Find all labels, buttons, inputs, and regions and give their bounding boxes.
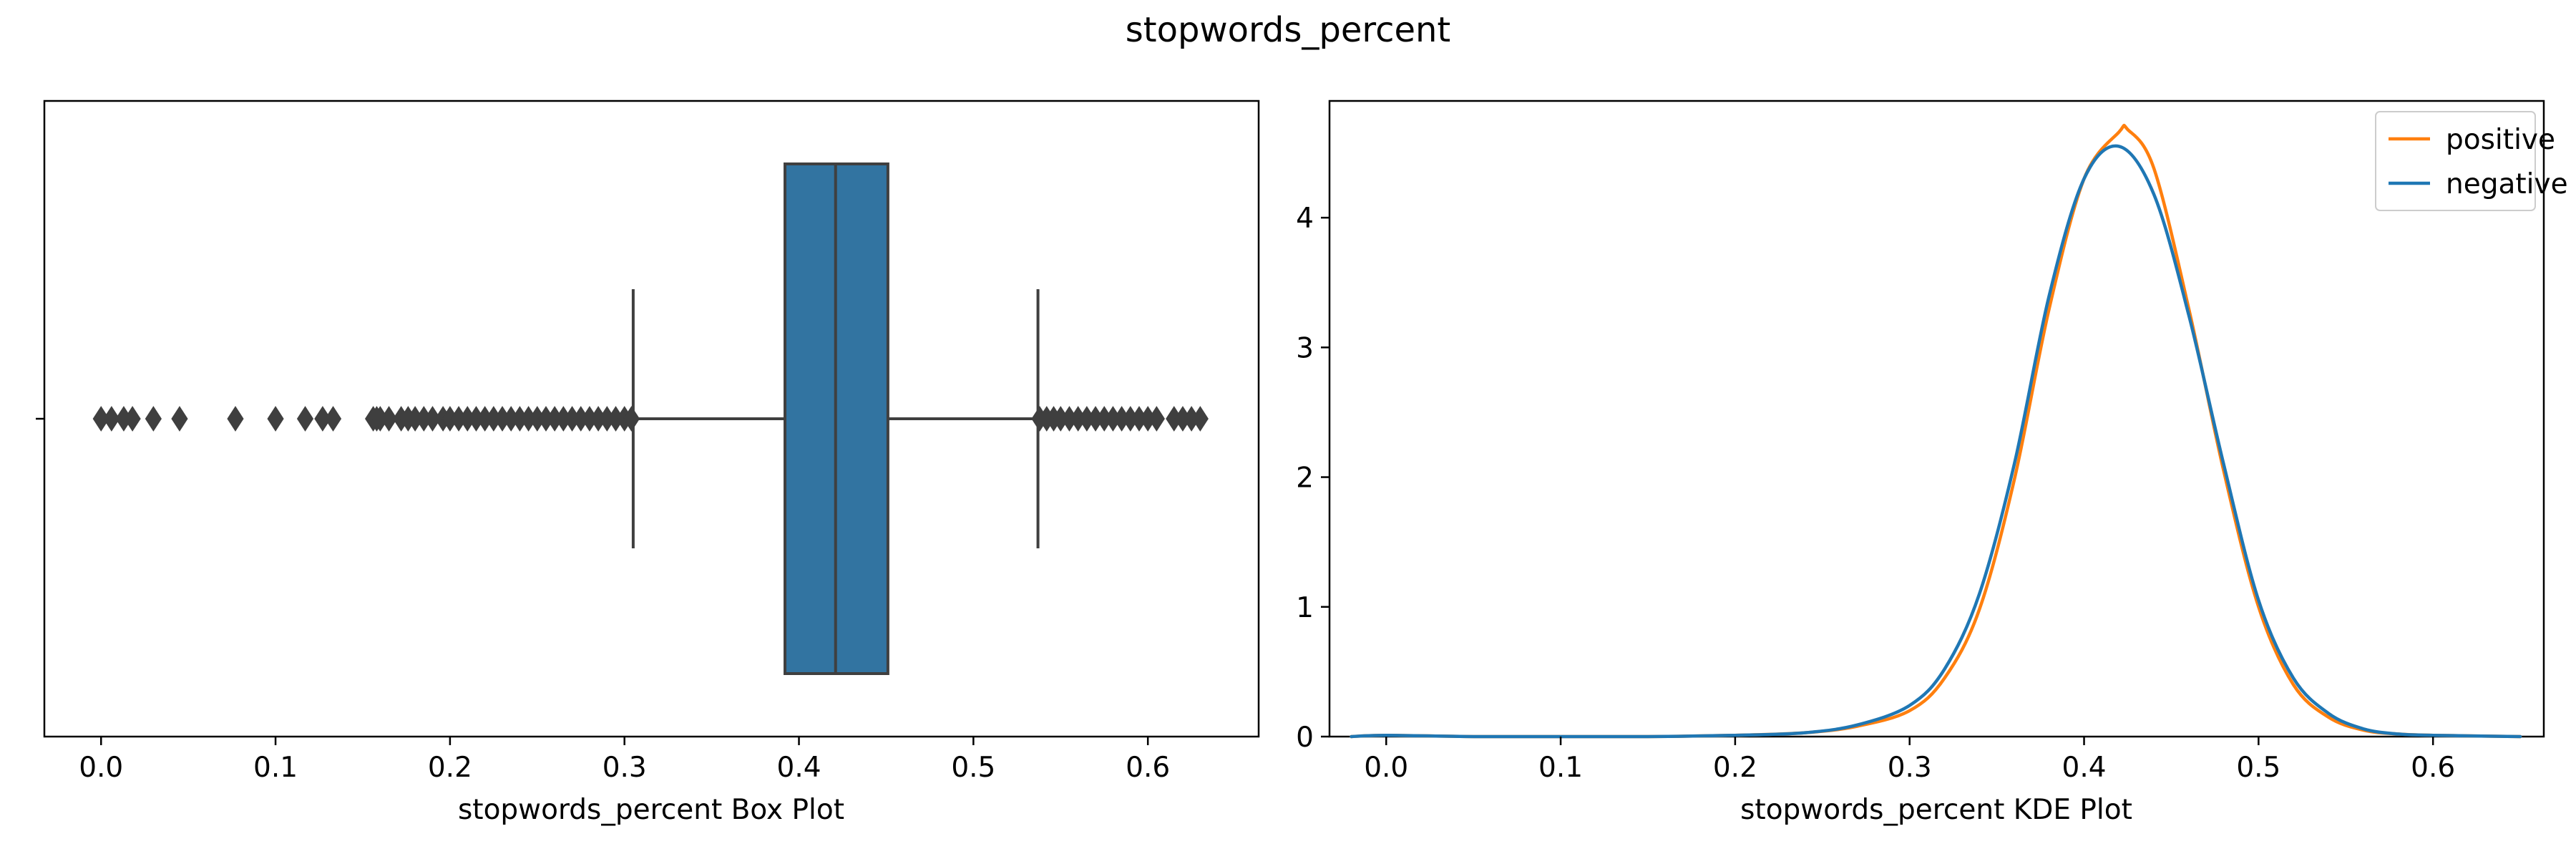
kde-x-tick-label: 0.0 xyxy=(1364,752,1408,784)
box-x-tick-label: 0.4 xyxy=(777,752,821,784)
kde-line-positive xyxy=(1350,123,2522,739)
box-x-tick-label: 0.6 xyxy=(1126,752,1170,784)
figure-title: stopwords_percent xyxy=(1126,10,1451,50)
box-plot-x-axis: 0.0 0.1 0.2 0.3 0.4 0.5 0.6 xyxy=(79,737,1170,784)
box-outlier-point xyxy=(1148,406,1165,432)
kde-x-tick-label: 0.3 xyxy=(1888,752,1932,784)
kde-plot-y-axis: 0 1 2 3 4 xyxy=(1296,203,1330,754)
box-outlier-point xyxy=(103,406,120,432)
box-outlier-point xyxy=(267,406,284,432)
legend-label-positive: positive xyxy=(2446,124,2555,156)
kde-y-tick-label: 3 xyxy=(1296,332,1314,364)
box-outlier-point xyxy=(296,406,314,432)
legend-label-negative: negative xyxy=(2446,168,2568,200)
kde-legend: positive negative xyxy=(2375,111,2568,211)
kde-y-tick-label: 2 xyxy=(1296,462,1314,495)
box-outlier-point xyxy=(324,406,342,432)
box-outlier-point xyxy=(227,406,244,432)
box-plot-panel: 0.0 0.1 0.2 0.3 0.4 0.5 0.6 stopwords_percent … xyxy=(36,100,1260,826)
box-plot-marks xyxy=(36,162,1209,675)
kde-x-tick-label: 0.4 xyxy=(2062,752,2107,784)
kde-x-tick-label: 0.2 xyxy=(1713,752,1757,784)
kde-plot-x-axis: 0.0 0.1 0.2 0.3 0.4 0.5 0.6 xyxy=(1364,737,2455,784)
legend-box xyxy=(2375,111,2536,211)
box-plot-x-label: stopwords_percent Box Plot xyxy=(458,794,844,826)
kde-plot-lines xyxy=(1350,123,2522,739)
box-x-tick-label: 0.0 xyxy=(79,752,123,784)
kde-x-tick-label: 0.6 xyxy=(2411,752,2455,784)
kde-y-tick-label: 0 xyxy=(1296,722,1314,754)
box-outlier-point xyxy=(124,406,141,432)
kde-y-tick-label: 4 xyxy=(1296,203,1314,235)
box-outlier-point xyxy=(623,406,640,432)
box-x-tick-label: 0.2 xyxy=(428,752,472,784)
kde-plot-frame xyxy=(1328,100,2545,738)
box-outlier-point xyxy=(145,406,162,432)
box-outlier-point xyxy=(171,406,188,432)
kde-line-negative xyxy=(1350,144,2522,739)
kde-x-tick-label: 0.5 xyxy=(2236,752,2280,784)
kde-plot-x-label: stopwords_percent KDE Plot xyxy=(1740,794,2132,826)
box-x-tick-label: 0.3 xyxy=(602,752,647,784)
box-x-tick-label: 0.5 xyxy=(951,752,995,784)
kde-plot-panel: 0.0 0.1 0.2 0.3 0.4 0.5 0.6 0 1 2 3 4 stopwords_pe… xyxy=(1296,100,2568,826)
kde-x-tick-label: 0.1 xyxy=(1538,752,1583,784)
kde-y-tick-label: 1 xyxy=(1296,592,1314,624)
box-outlier-point xyxy=(380,406,398,432)
box-outlier-point xyxy=(1191,406,1209,432)
box-x-tick-label: 0.1 xyxy=(253,752,298,784)
